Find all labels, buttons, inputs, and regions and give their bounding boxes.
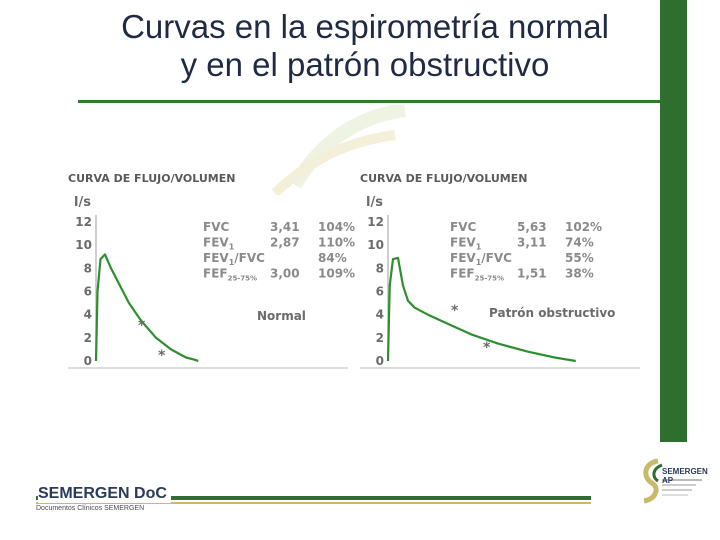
panel-1-y-tick: 10	[367, 238, 384, 252]
panel-0-stat-percent: 84%	[318, 251, 347, 265]
panel-0-flow-volume-curve	[94, 253, 199, 363]
panel-0-y-tick: 12	[75, 215, 92, 229]
panel-0-stat-label: FVC	[203, 220, 229, 234]
panel-0-stat-percent: 110%	[318, 236, 355, 250]
panel-1-stat-label: FEV1	[450, 236, 482, 252]
panel-1-y-tick: 4	[376, 308, 384, 322]
panel-1-stat-value: 5,63	[517, 220, 547, 234]
semergen-ap-logo-text: SEMERGEN AP	[662, 467, 708, 485]
panel-1-y-tick: 6	[376, 285, 384, 299]
panel-0-y-tick: 0	[84, 354, 92, 368]
panel-0-stat-value: 3,00	[270, 267, 300, 281]
panel-0-stat-percent: 109%	[318, 267, 355, 281]
panel-0-stat-percent: 104%	[318, 220, 355, 234]
panel-0-stat-label: FEF25-75%	[203, 267, 257, 283]
panel-0-y-tick: 2	[84, 331, 92, 345]
panel-1-marker: *	[451, 303, 459, 319]
panel-1-ylabel: l/s	[366, 195, 383, 210]
panel-1-marker: *	[483, 340, 491, 356]
panel-1-stat-value: 3,11	[517, 236, 547, 250]
panel-0-stat-label: FEV1/FVC	[203, 251, 265, 267]
brand-subtitle: Documentos Clínicos SEMERGEN	[36, 505, 145, 512]
panel-1-y-tick: 0	[376, 354, 384, 368]
panel-1-stat-label: FVC	[450, 220, 476, 234]
panel-1-title: CURVA DE FLUJO/VOLUMEN	[360, 172, 527, 185]
panel-1-stat-label: FEF25-75%	[450, 267, 504, 283]
panel-0-title: CURVA DE FLUJO/VOLUMEN	[68, 172, 235, 185]
panel-1-stat-percent: 55%	[565, 251, 594, 265]
panel-1-stat-percent: 102%	[565, 220, 602, 234]
panel-1-flow-volume-curve	[386, 256, 576, 363]
panel-0-stat-label: FEV1	[203, 236, 235, 252]
panel-0-stat-value: 2,87	[270, 236, 300, 250]
panel-0-y-tick: 10	[75, 238, 92, 252]
panel-1-y-tick: 2	[376, 331, 384, 345]
panel-1-stat-percent: 38%	[565, 267, 594, 281]
panel-0-annotation: Normal	[257, 309, 306, 323]
panel-1-stat-label: FEV1/FVC	[450, 251, 512, 267]
panel-1-annotation: Patrón obstructivo	[489, 306, 615, 320]
panel-1-stat-percent: 74%	[565, 236, 594, 250]
panel-1-stat-value: 1,51	[517, 267, 547, 281]
footer-rule	[36, 496, 591, 500]
panel-0-y-tick: 4	[84, 308, 92, 322]
panel-1-y-tick: 12	[367, 215, 384, 229]
panel-0-y-tick: 6	[84, 285, 92, 299]
brand-logo-text: SEMERGEN DoC	[38, 485, 171, 503]
panel-0-marker: *	[158, 348, 166, 364]
watermark-swoosh	[271, 105, 406, 195]
footer-rule-gold	[36, 502, 591, 504]
title-underline	[78, 100, 660, 103]
panel-0-y-tick: 8	[84, 261, 92, 275]
slide-title: Curvas en la espirometría normal y en el…	[60, 8, 670, 84]
panel-0-ylabel: l/s	[74, 195, 91, 210]
right-accent-band	[660, 0, 687, 442]
panel-0-marker: *	[138, 318, 146, 334]
title-line-2: y en el patrón obstructivo	[180, 46, 550, 83]
title-line-1: Curvas en la espirometría normal	[121, 8, 609, 45]
panel-1-y-tick: 8	[376, 261, 384, 275]
panel-0-stat-value: 3,41	[270, 220, 300, 234]
semergen-logo-icon	[643, 458, 702, 504]
